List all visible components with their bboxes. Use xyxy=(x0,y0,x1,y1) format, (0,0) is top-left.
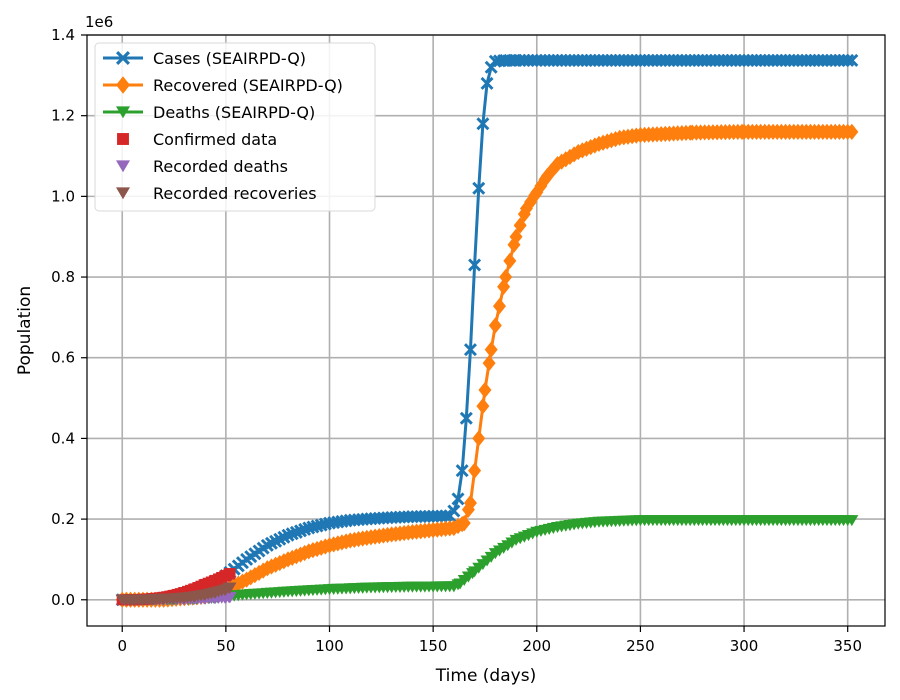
data-point xyxy=(223,592,237,604)
legend-box xyxy=(94,42,376,212)
data-point xyxy=(468,462,482,479)
x-tick-label: 200 xyxy=(522,637,551,655)
y-tick-label: 0.0 xyxy=(51,591,75,609)
y-tick-label: 1.0 xyxy=(51,187,75,205)
plot-frame xyxy=(86,34,886,627)
data-point xyxy=(482,354,496,372)
legend-marker xyxy=(117,133,129,145)
data-point xyxy=(513,217,527,234)
y-tick-label: 0.8 xyxy=(51,268,75,286)
data-point xyxy=(484,341,498,358)
data-point xyxy=(845,515,859,527)
legend-marker xyxy=(116,76,130,94)
x-tick-label: 50 xyxy=(216,637,235,655)
x-tick-label: 100 xyxy=(315,637,344,655)
data-point xyxy=(845,53,859,67)
legend-entry: Recorded recoveries xyxy=(116,184,317,203)
data-point xyxy=(478,381,492,399)
x-tick-label: 250 xyxy=(626,637,655,655)
data-point xyxy=(472,430,486,447)
data-point xyxy=(492,297,506,315)
data-point xyxy=(451,492,465,506)
legend-label: Deaths (SEAIRPD-Q) xyxy=(153,103,315,122)
legend-marker xyxy=(116,187,130,200)
data-point xyxy=(480,76,494,90)
legend-entry: Cases (SEAIRPD-Q) xyxy=(103,49,306,68)
legend-entry: Recovered (SEAIRPD-Q) xyxy=(103,76,343,95)
legend-label: Recorded recoveries xyxy=(153,184,317,203)
data-point xyxy=(476,398,490,415)
y-axis-label: Population xyxy=(15,286,35,375)
data-point xyxy=(457,515,471,532)
plot-area xyxy=(115,53,859,608)
legend-entry: Confirmed data xyxy=(117,130,277,149)
data-point xyxy=(468,258,482,272)
x-tick-label: 350 xyxy=(833,637,862,655)
legend-label: Cases (SEAIRPD-Q) xyxy=(153,49,306,68)
data-point xyxy=(223,582,237,594)
legend-entry: Deaths (SEAIRPD-Q) xyxy=(103,103,315,122)
legend-label: Recorded deaths xyxy=(153,157,288,176)
data-point xyxy=(463,494,477,512)
legend-entry: Recorded deaths xyxy=(116,157,288,176)
x-tick-label: 150 xyxy=(419,637,448,655)
y-tick-label: 0.6 xyxy=(51,349,75,367)
x-tick-label: 0 xyxy=(117,637,127,655)
series-recorded-recoveries xyxy=(115,582,237,606)
legend-marker xyxy=(116,51,130,65)
data-point xyxy=(463,343,477,357)
data-point xyxy=(503,252,517,270)
legend-marker xyxy=(116,160,130,173)
legend-label: Recovered (SEAIRPD-Q) xyxy=(153,76,343,95)
data-point xyxy=(499,268,513,286)
legend-marker xyxy=(116,106,130,119)
data-point xyxy=(447,504,461,518)
y-tick-label: 1.2 xyxy=(51,107,75,125)
data-point xyxy=(476,117,490,131)
legend: Cases (SEAIRPD-Q) Recovered (SEAIRPD-Q) De… xyxy=(94,42,376,212)
data-point xyxy=(455,464,469,478)
data-point xyxy=(845,123,859,140)
y-tick-label: 1.4 xyxy=(51,26,75,44)
y-scale-label: 1e6 xyxy=(85,13,113,31)
data-point xyxy=(224,568,236,580)
x-axis-label: Time (days) xyxy=(435,666,536,686)
axes: 0 50 100 150 200 250 300 350 0.0 0.2 0.4 0.6 0.8 1.0 1… xyxy=(51,26,886,655)
data-point xyxy=(488,317,502,334)
data-point xyxy=(841,53,855,67)
legend-label: Confirmed data xyxy=(153,130,277,149)
y-tick-label: 0.2 xyxy=(51,510,75,528)
x-tick-label: 300 xyxy=(730,637,759,655)
y-tick-label: 0.4 xyxy=(51,429,75,447)
data-point xyxy=(472,181,486,195)
data-point xyxy=(459,411,473,425)
data-point xyxy=(509,228,523,245)
data-point xyxy=(439,509,453,523)
